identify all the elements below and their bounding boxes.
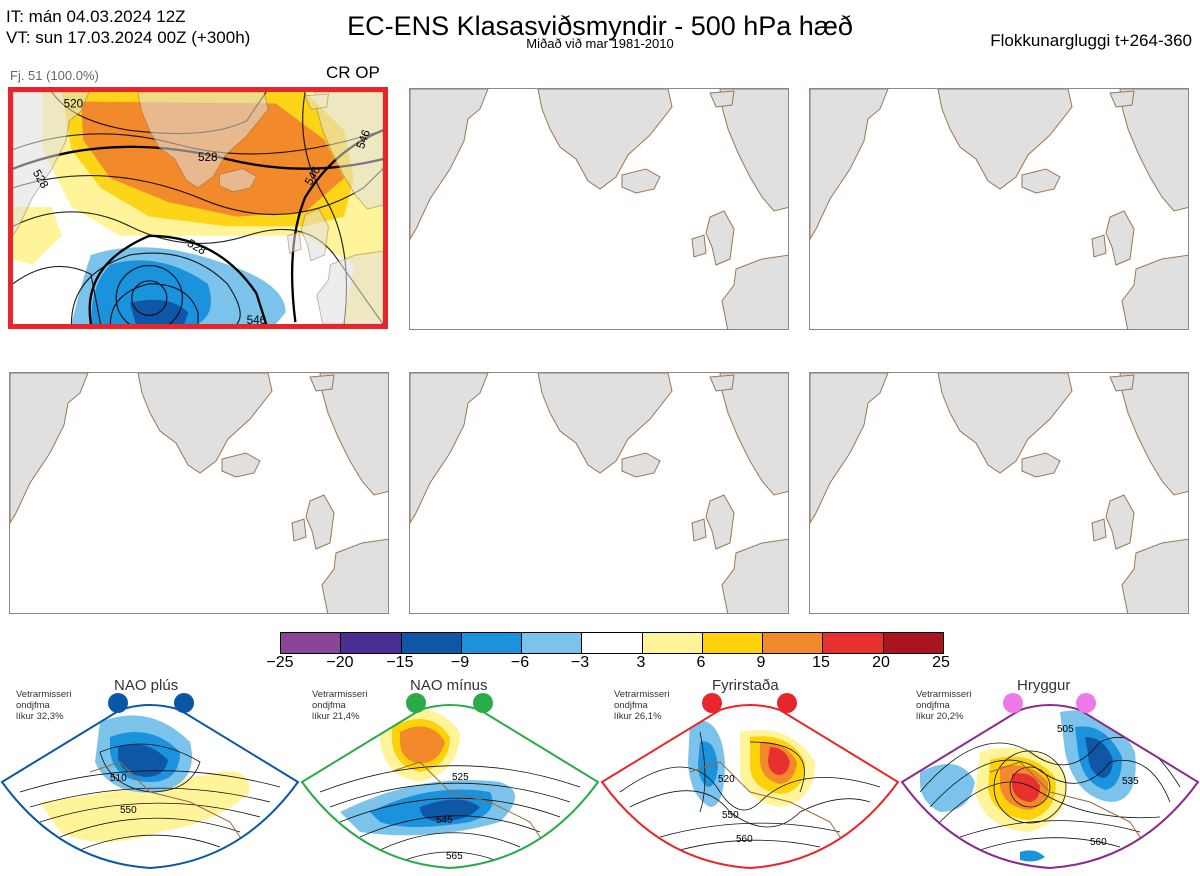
contour-label: 505: [1057, 724, 1074, 735]
contour-label: 520: [718, 774, 735, 785]
empty-map: [410, 373, 788, 613]
anomaly-map: 520 528 528 528 546 546 546: [13, 92, 383, 324]
colorbar-tick: −20: [326, 654, 354, 671]
colorbar-tick: 25: [932, 654, 950, 671]
cluster-panel-1[interactable]: 520 528 528 528 546 546 546: [8, 87, 388, 329]
empty-map: [10, 373, 388, 613]
empty-map: [810, 373, 1188, 613]
contour-label: 525: [452, 772, 469, 783]
regime-note: Vetrarmisseri ondjfma líkur 26,1%: [614, 689, 670, 722]
colorbar-tick: −15: [386, 654, 414, 671]
contour-label: 565: [446, 851, 463, 862]
cluster-panel-5[interactable]: [409, 372, 789, 614]
regime-map: 505 535 560: [900, 693, 1200, 870]
contour-label: 560: [736, 834, 753, 845]
valid-time: VT: sun 17.03.2024 00Z (+300h): [6, 28, 251, 47]
colorbar-segment: [823, 633, 884, 653]
regime-name: Fyrirstaða: [712, 677, 779, 694]
colorbar-segment: [763, 633, 824, 653]
contour-label: 528: [198, 152, 217, 164]
regime-ridge[interactable]: 505 535 560 Hryggur Vetrarmisseri ondjfma…: [900, 677, 1200, 871]
regime-note: Vetrarmisseri ondjfma líkur 20,2%: [916, 689, 972, 722]
regime-name: NAO mínus: [410, 677, 488, 694]
cluster-panel-4[interactable]: [9, 372, 389, 614]
regime-note: Vetrarmisseri ondjfma líkur 21,4%: [312, 689, 368, 722]
cluster-panel-2[interactable]: [409, 88, 789, 330]
contour-label: 535: [1122, 776, 1139, 787]
cluster-members: Fj. 51 (100.0%): [10, 68, 99, 83]
colorbar-segment: [461, 633, 523, 653]
regime-name: Hryggur: [1017, 677, 1071, 694]
regime-name: NAO plús: [114, 677, 179, 694]
colorbar-tick: 6: [696, 654, 706, 671]
colorbar-segment: [883, 633, 943, 653]
cluster-flags: CR OP: [326, 63, 380, 82]
empty-map: [410, 89, 788, 329]
colorbar-segment: [341, 633, 402, 653]
colorbar-tick: 3: [636, 654, 646, 671]
colorbar-segment: [642, 633, 703, 653]
colorbar-segment: [702, 633, 764, 653]
page-title: EC-ENS Klasasviðsmyndir - 500 hPa hæð: [347, 11, 853, 41]
contour-label: 550: [120, 805, 137, 816]
contour-label: 550: [722, 810, 739, 821]
regime-nao-minus[interactable]: 525 545 565 NAO mínus Vetrarmisseri ondjf…: [300, 677, 600, 871]
contour-label: 510: [110, 773, 127, 784]
regime-map: 525 545 565: [300, 693, 600, 870]
regime-blocking[interactable]: 520 550 560 Fyrirstaða Vetrarmisseri ondj…: [600, 677, 900, 871]
cluster-panel-3[interactable]: [809, 88, 1189, 330]
contour-label: 560: [1090, 837, 1107, 848]
classification-window: Flokkunargluggi t+264-360: [990, 31, 1192, 50]
regime-note: Vetrarmisseri ondjfma líkur 32,3%: [16, 689, 72, 722]
colorbar-tick: −25: [266, 654, 294, 671]
colorbar-tick: 15: [812, 654, 830, 671]
init-time: IT: mán 04.03.2024 12Z: [6, 7, 186, 26]
colorbar-segment: [582, 633, 643, 653]
contour-label: 545: [436, 815, 453, 826]
colorbar-tick: −6: [510, 654, 530, 671]
cluster-panel-6[interactable]: [809, 372, 1189, 614]
contour-label: 546: [247, 315, 266, 324]
forecast-times: IT: mán 04.03.2024 12Z VT: sun 17.03.202…: [6, 6, 250, 48]
colorbar: [280, 632, 944, 654]
colorbar-segment: [522, 633, 583, 653]
colorbar-tick: −3: [570, 654, 590, 671]
regime-map: 510 550: [0, 693, 300, 870]
colorbar-segment: [281, 633, 342, 653]
contour-label: 520: [64, 98, 83, 110]
page-subtitle: Miðað við mar 1981-2010: [526, 36, 674, 51]
colorbar-tick: −9: [450, 654, 470, 671]
colorbar-tick: 20: [872, 654, 890, 671]
empty-map: [810, 89, 1188, 329]
colorbar-segment: [401, 633, 462, 653]
colorbar-tick: 9: [756, 654, 766, 671]
title-block: EC-ENS Klasasviðsmyndir - 500 hPa hæð Mi…: [300, 10, 900, 51]
regime-nao-plus[interactable]: 510 550 NAO plús Vetrarmisseri ondjfma lík…: [0, 677, 300, 871]
regime-map: 520 550 560: [600, 693, 900, 870]
